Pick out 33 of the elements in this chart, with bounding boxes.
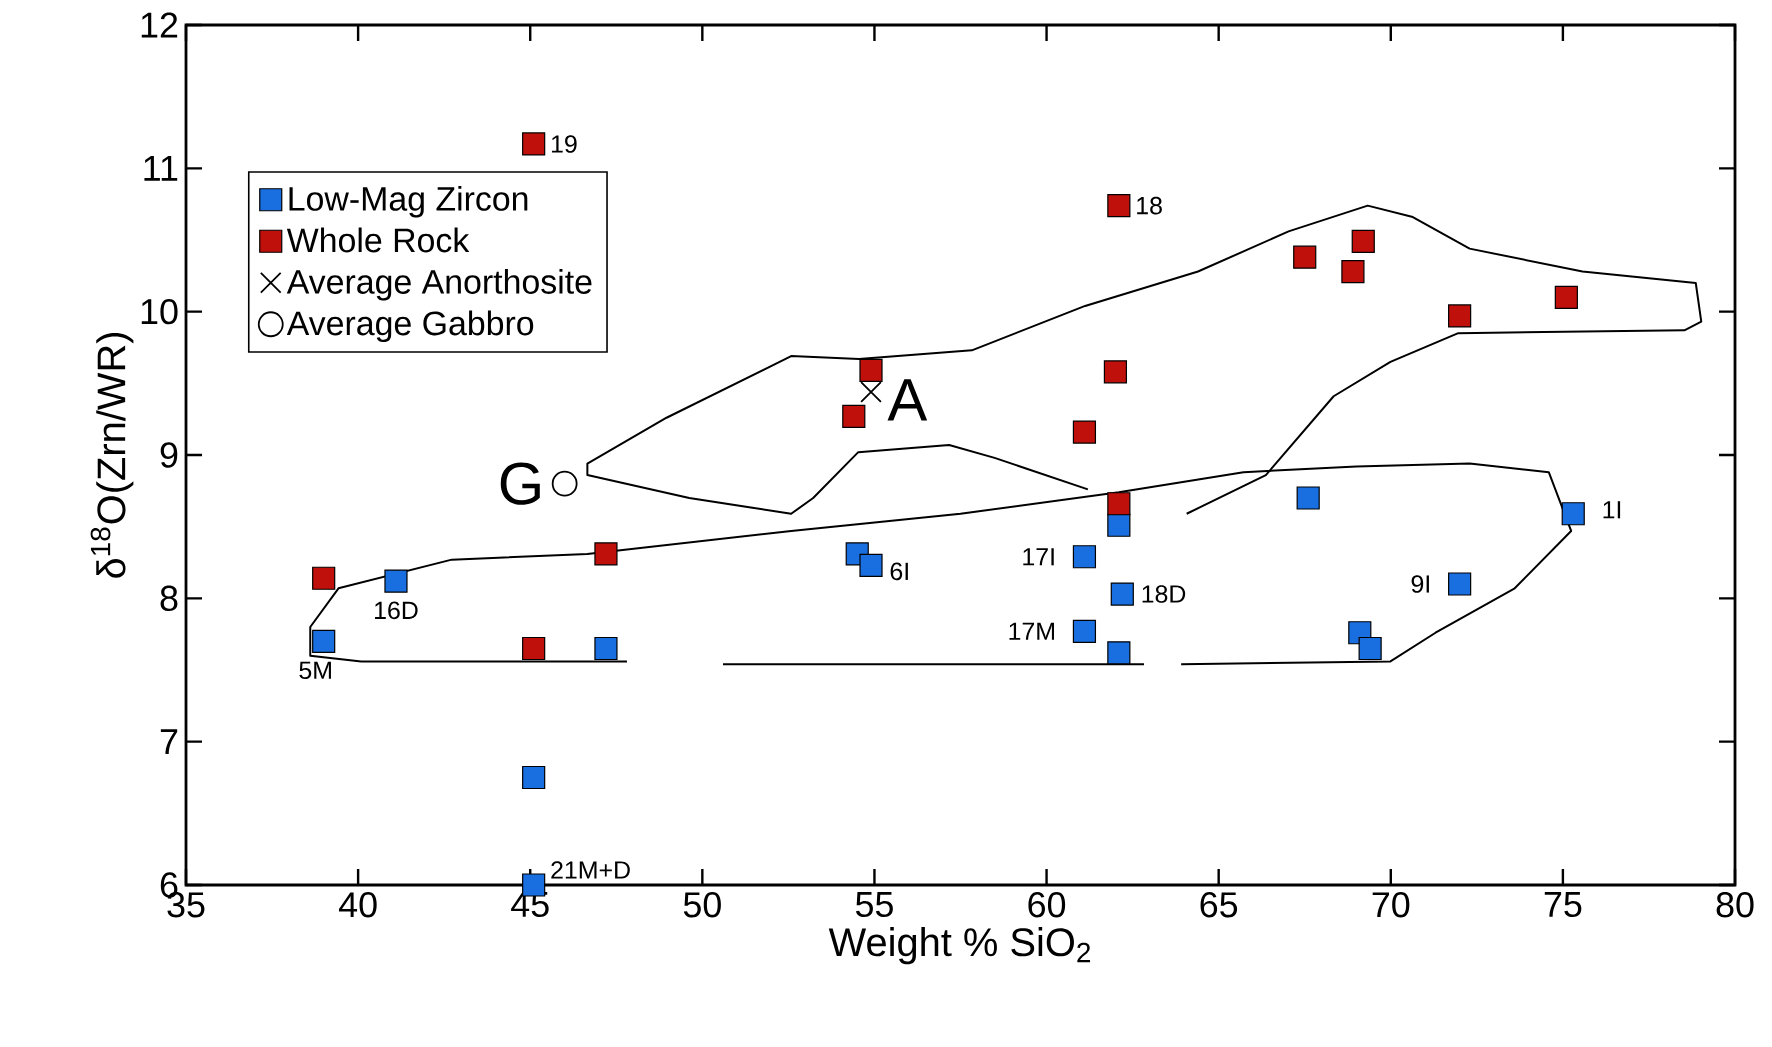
annotation: 6I [890,562,908,581]
y-tick-label: 7 [160,729,178,754]
y-tick-label: 11 [144,155,178,181]
y-tick-label: 12 [141,12,178,38]
x-tick-label: 70 [1372,892,1410,918]
x-tick-label: 60 [1028,892,1066,918]
x-tick-label: 50 [683,892,721,918]
annotation: 9I [1411,575,1429,593]
y-tick-label: 9 [160,442,178,468]
x-axis-title: Weight % SiO$_{2}$ [828,927,1091,965]
y-tick-label: 10 [141,298,178,325]
annotation: 19 [551,135,577,153]
legend-label: Low-Mag Zircon [289,186,528,218]
legend-label: Whole Rock [286,227,470,253]
y-tick-label: 8 [160,585,178,612]
annotation: 18D [1142,585,1186,603]
annotation: A [887,379,928,421]
x-tick-label: 40 [338,892,377,918]
legend-label: Average Gabbro [286,310,534,343]
annotation: 18 [1137,196,1162,215]
annotation: G [500,462,540,505]
annotation: 17M [1009,622,1054,640]
annotation: 5M [299,661,331,680]
x-tick-label: 75 [1544,892,1582,918]
annotation: 16D [375,601,418,620]
annotation: 21M+D [551,861,630,879]
annotation: 17I [1023,548,1054,566]
x-tick-label: 55 [855,892,893,918]
legend-label: Average Anorthosite [286,269,592,301]
x-tick-label: 80 [1716,892,1754,918]
annotation: 1I [1603,501,1621,519]
y-axis-title: δ$^{18}$O(Zrn/WR) [90,332,134,578]
x-tick-label: 65 [1200,892,1238,918]
